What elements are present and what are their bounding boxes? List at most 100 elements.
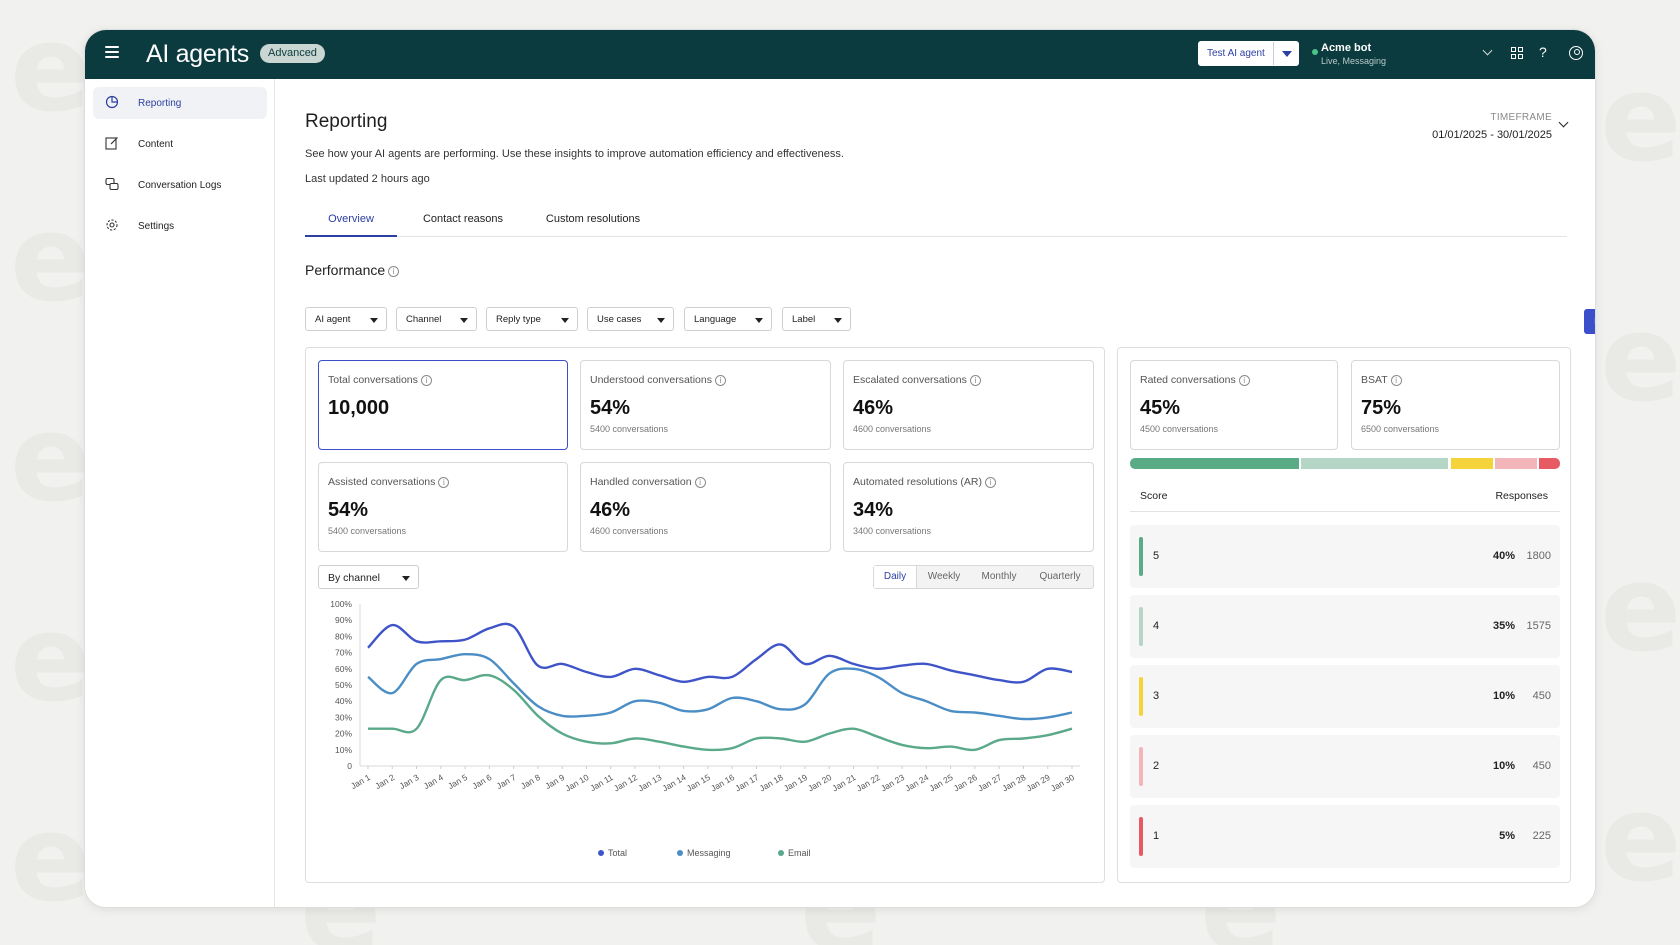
x-tick-label: Jan 12 (612, 772, 639, 794)
kpi-value: 54% (590, 397, 631, 419)
tab-custom-resolutions[interactable]: Custom resolutions (545, 213, 641, 225)
kpi-escalated-conversations[interactable]: Escalated conversations i 46% 4600 conver… (843, 360, 1094, 450)
filter-ai-agent[interactable]: AI agent (305, 307, 387, 331)
caret-down-icon (561, 318, 569, 323)
score-count: 1575 (1526, 620, 1551, 632)
kpi-assisted-conversations[interactable]: Assisted conversations i 54% 5400 convers… (318, 462, 568, 552)
kpi-rated-conversations[interactable]: Rated conversations i 45% 4500 conversati… (1130, 360, 1338, 450)
page-description: See how your AI agents are performing. U… (305, 148, 844, 160)
info-icon: i (969, 374, 981, 386)
kpi-bsat[interactable]: BSAT i 75% 6500 conversations (1351, 360, 1560, 450)
score-color-bar (1139, 537, 1143, 576)
x-tick-label: Jan 24 (903, 772, 930, 794)
sidebar: Reporting Content Conversation Logs Sett… (85, 79, 275, 907)
score-color-bar (1139, 747, 1143, 786)
kpi-label: Rated conversations i (1140, 374, 1250, 386)
x-tick-label: Jan 28 (1000, 772, 1027, 794)
x-tick-label: Jan 23 (879, 772, 906, 794)
test-agent-button[interactable]: Test AI agent (1207, 48, 1265, 59)
filter-label-text: Label (792, 314, 816, 325)
kpi-label: Understood conversations i (590, 374, 726, 386)
distribution-segment (1538, 458, 1560, 469)
kpi-label: BSAT i (1361, 374, 1402, 386)
sidebar-item-reporting[interactable]: Reporting (93, 87, 267, 119)
sidebar-item-conversation-logs[interactable]: Conversation Logs (93, 169, 267, 201)
apps-grid-icon[interactable] (1511, 47, 1524, 60)
app-title: AI agents (146, 40, 249, 68)
x-tick-label: Jan 7 (495, 772, 518, 791)
main-content: Reporting See how your AI agents are per… (276, 79, 1595, 907)
kpi-subtext: 3400 conversations (853, 526, 932, 536)
x-tick-label: Jan 13 (636, 772, 663, 794)
score-percent: 35% (1492, 620, 1515, 632)
x-tick-label: Jan 15 (685, 772, 712, 794)
responses-header: Responses (1495, 490, 1548, 502)
export-csv-button[interactable]: Export CSV (1584, 309, 1595, 334)
legend-dot (598, 850, 604, 856)
filter-label: Language (694, 314, 737, 325)
line-chart: 010%20%30%40%50%60%70%80%90%100%Jan 1 Jan… (330, 599, 1080, 794)
top-bar: AI agents Advanced Test AI agent Acme bo… (85, 30, 1595, 79)
kpi-subtext: 5400 conversations (328, 526, 407, 536)
kpi-total-conversations[interactable]: Total conversations i 10,000 (318, 360, 568, 450)
y-tick-label: 50% (335, 680, 352, 690)
kpi-value: 75% (1361, 397, 1402, 419)
score-row-2: 2 10% 450 (1130, 735, 1560, 798)
x-tick-label: Jan 2 (373, 772, 396, 791)
filter-label: Reply type (496, 314, 541, 325)
group-by-dropdown[interactable]: By channel (318, 565, 419, 589)
info-icon[interactable]: i (388, 265, 400, 277)
chevron-down-icon[interactable] (1558, 117, 1569, 128)
period-daily[interactable]: Daily (874, 566, 917, 588)
period-quarterly[interactable]: Quarterly (1039, 571, 1081, 582)
tab-overview[interactable]: Overview (305, 209, 397, 237)
kpi-handled-conversation[interactable]: Handled conversation i 46% 4600 conversat… (580, 462, 831, 552)
y-tick-label: 80% (335, 631, 352, 641)
caret-down-icon (460, 318, 468, 323)
sidebar-item-content[interactable]: Content (93, 128, 267, 160)
x-tick-label: Jan 21 (830, 772, 857, 794)
kpi-value: 10,000 (328, 397, 390, 419)
filter-reply-type[interactable]: Reply type (486, 307, 578, 331)
filter-label[interactable]: Label (782, 307, 851, 331)
x-tick-label: Jan 9 (543, 772, 566, 791)
test-agent-dropdown-icon[interactable] (1272, 42, 1298, 65)
period-weekly[interactable]: Weekly (927, 571, 961, 582)
score-percent: 10% (1492, 760, 1515, 772)
kpi-automated-resolutions[interactable]: Automated resolutions (AR) i 34% 3400 con… (843, 462, 1094, 552)
chevron-down-icon[interactable] (1482, 45, 1493, 56)
kpi-subtext: 4600 conversations (590, 526, 669, 536)
section-title: Performance i (305, 262, 400, 278)
legend-dot (778, 850, 784, 856)
filter-language[interactable]: Language (684, 307, 772, 331)
user-account-icon[interactable] (1569, 46, 1583, 60)
kpi-label: Total conversations i (328, 374, 432, 386)
x-tick-label: Jan 10 (563, 772, 590, 794)
x-tick-label: Jan 27 (976, 772, 1003, 794)
help-icon[interactable]: ? (1539, 44, 1547, 60)
sidebar-item-settings[interactable]: Settings (93, 210, 267, 242)
kpi-value: 54% (328, 499, 369, 521)
score-value: 2 (1153, 760, 1160, 772)
group-by-label: By channel (328, 572, 380, 584)
score-row-5: 5 40% 1800 (1130, 525, 1560, 588)
filter-use-cases[interactable]: Use cases (587, 307, 674, 331)
score-count: 225 (1532, 830, 1551, 842)
kpi-understood-conversations[interactable]: Understood conversations i 54% 5400 conve… (580, 360, 831, 450)
timeframe-value[interactable]: 01/01/2025 - 30/01/2025 (1432, 129, 1552, 141)
gear-icon (105, 218, 121, 234)
x-tick-label: Jan 1 (349, 772, 372, 791)
tab-contact-reasons[interactable]: Contact reasons (422, 213, 504, 225)
score-value: 4 (1153, 620, 1160, 632)
sidebar-item-label: Settings (138, 220, 175, 232)
period-monthly[interactable]: Monthly (981, 571, 1017, 582)
legend-label: Email (788, 848, 811, 858)
bot-name: Acme bot (1321, 42, 1372, 54)
score-header: Score (1140, 490, 1168, 502)
report-tabs: Overview Contact reasons Custom resoluti… (305, 209, 1567, 237)
caret-down-icon (370, 318, 378, 323)
x-tick-label: Jan 14 (660, 772, 687, 794)
score-color-bar (1139, 677, 1143, 716)
filter-channel[interactable]: Channel (396, 307, 477, 331)
hamburger-menu-icon[interactable] (105, 46, 119, 58)
